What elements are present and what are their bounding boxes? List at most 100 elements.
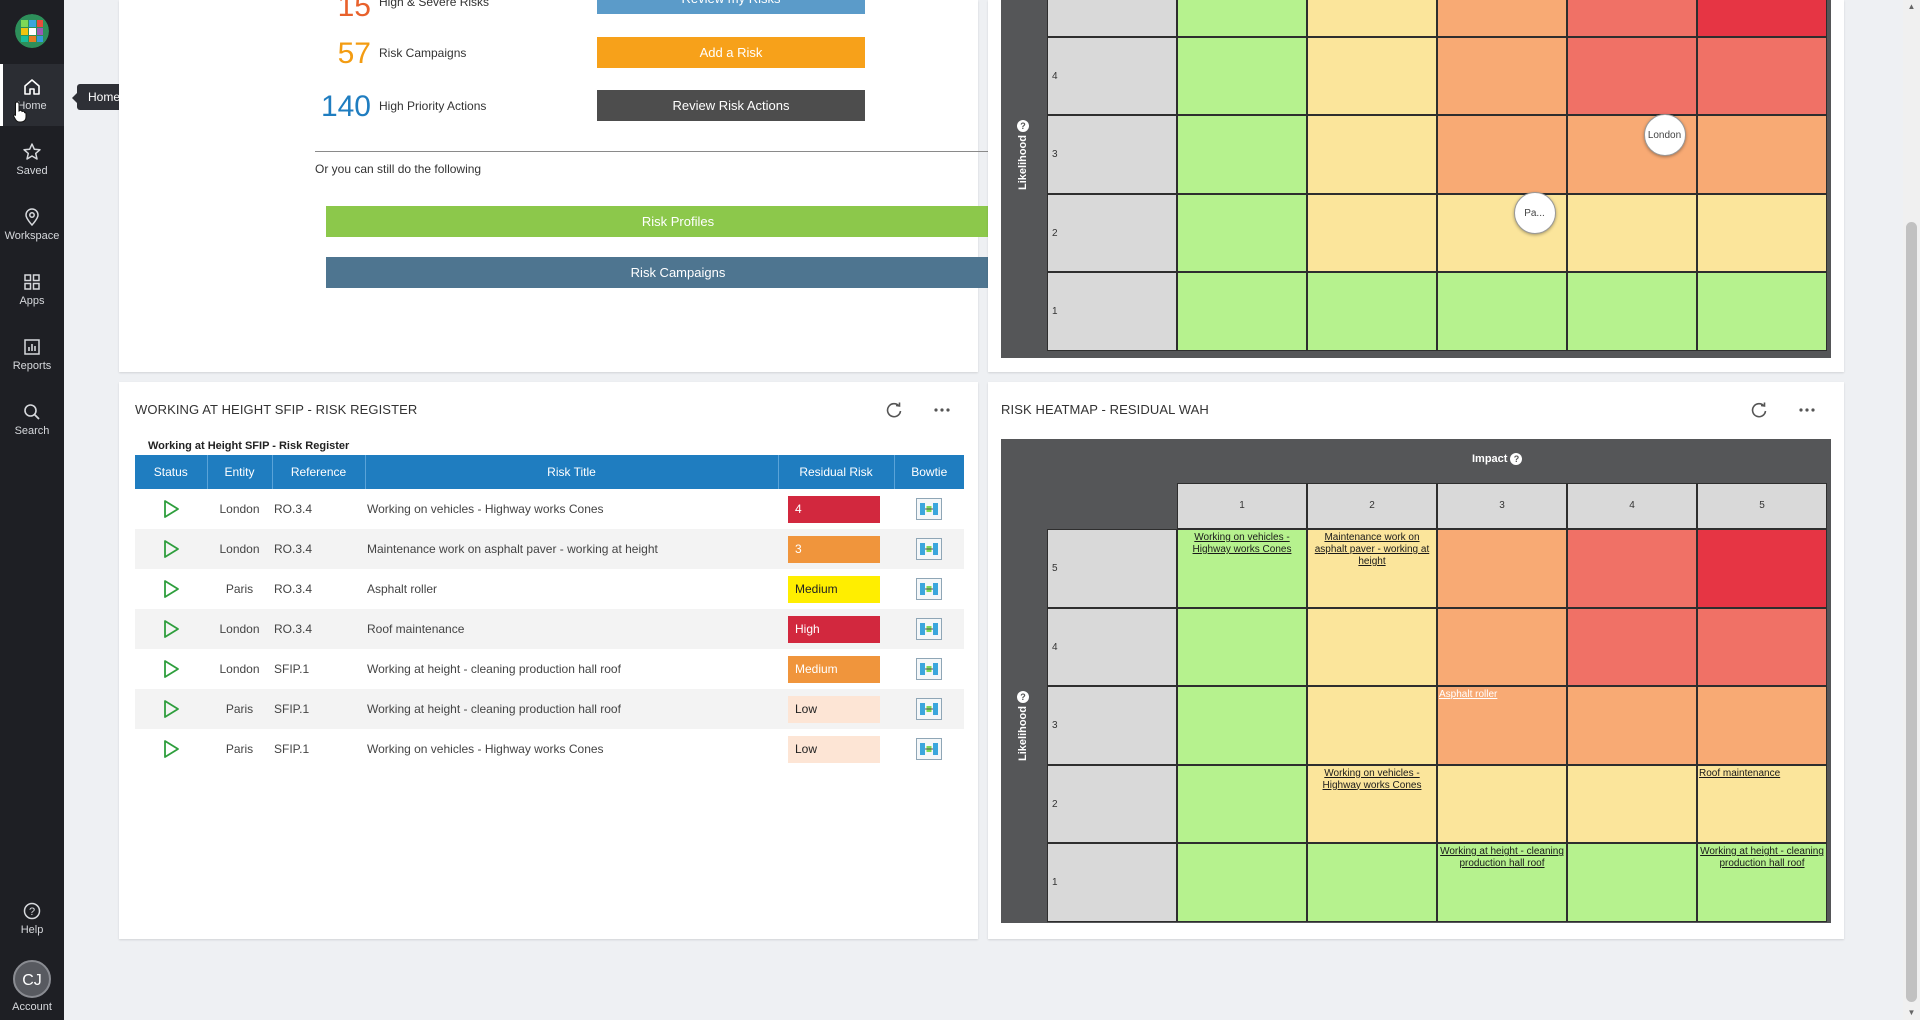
heatmap-cell[interactable] — [1177, 843, 1307, 922]
bowtie-icon[interactable] — [916, 578, 942, 600]
refresh-icon[interactable] — [1748, 399, 1770, 421]
heatmap-risk-link[interactable]: Working at height - cleaning production … — [1440, 846, 1564, 869]
table-row[interactable]: Paris RO.3.4 Asphalt roller Medium — [135, 569, 964, 609]
heatmap-cell[interactable] — [1697, 607, 1827, 686]
heatmap-risk-link[interactable]: Asphalt roller — [1439, 689, 1498, 700]
heatmap-cell[interactable] — [1307, 607, 1437, 686]
heatmap-cell[interactable] — [1177, 272, 1307, 351]
heatmap-cell[interactable] — [1307, 193, 1437, 272]
bowtie-icon[interactable] — [916, 498, 942, 520]
review-risk-actions-button[interactable]: Review Risk Actions — [597, 90, 865, 121]
heatmap-cell[interactable] — [1437, 686, 1567, 765]
heatmap-cell[interactable] — [1567, 272, 1697, 351]
scroll-up-arrow-icon[interactable]: ▲ — [1907, 2, 1916, 11]
col-status[interactable]: Status — [135, 455, 208, 489]
heatmap-cell[interactable] — [1437, 764, 1567, 843]
bowtie-cell[interactable] — [894, 529, 964, 569]
table-row[interactable]: Paris SFIP.1 Working on vehicles - Highway… — [135, 729, 964, 769]
bowtie-icon[interactable] — [916, 738, 942, 760]
heatmap-cell[interactable] — [1307, 36, 1437, 115]
heatmap-cell[interactable] — [1437, 0, 1567, 37]
heatmap-cell[interactable] — [1697, 36, 1827, 115]
table-row[interactable]: London SFIP.1 Working at height - cleaning… — [135, 649, 964, 689]
heatmap-cell[interactable] — [1697, 686, 1827, 765]
heatmap-cell[interactable] — [1567, 529, 1697, 608]
scroll-down-arrow-icon[interactable]: ▼ — [1907, 1008, 1916, 1017]
nav-help[interactable]: ? Help — [0, 888, 64, 950]
table-row[interactable]: Paris SFIP.1 Working at height - cleaning … — [135, 689, 964, 729]
play-icon[interactable] — [161, 539, 181, 559]
heatmap-bubble[interactable]: London — [1643, 113, 1686, 156]
scrollbar-thumb[interactable] — [1906, 222, 1917, 1002]
risk-title-cell[interactable]: Working at height - cleaning production … — [367, 662, 621, 676]
risk-title-cell[interactable]: Maintenance work on asphalt paver - work… — [365, 529, 778, 569]
heatmap-cell[interactable] — [1177, 764, 1307, 843]
status-cell[interactable] — [135, 609, 207, 649]
heatmap-cell[interactable] — [1567, 686, 1697, 765]
heatmap-risk-link[interactable]: Working on vehicles - Highway works Cone… — [1322, 767, 1422, 791]
col-residual-risk[interactable]: Residual Risk — [778, 455, 895, 489]
heatmap-cell[interactable] — [1437, 272, 1567, 351]
info-icon[interactable]: ? — [1017, 120, 1030, 133]
heatmap-cell[interactable] — [1437, 843, 1567, 922]
bowtie-cell[interactable] — [894, 489, 964, 529]
review-my-risks-button[interactable]: Review my Risks — [597, 0, 865, 14]
heatmap-cell[interactable] — [1697, 193, 1827, 272]
heatmap-cell[interactable] — [1177, 0, 1307, 37]
play-icon[interactable] — [161, 499, 181, 519]
risk-title-cell[interactable]: Working at height - cleaning production … — [365, 689, 778, 729]
heatmap-cell[interactable] — [1177, 193, 1307, 272]
heatmap-cell[interactable] — [1567, 764, 1697, 843]
play-icon[interactable] — [161, 739, 181, 759]
status-cell[interactable] — [135, 529, 207, 569]
heatmap-cell[interactable] — [1567, 607, 1697, 686]
heatmap-cell[interactable] — [1307, 843, 1437, 922]
heatmap-cell[interactable] — [1437, 115, 1567, 194]
heatmap-cell[interactable] — [1697, 115, 1827, 194]
col-risk-title[interactable]: Risk Title — [365, 455, 779, 489]
bowtie-cell[interactable] — [894, 569, 964, 609]
add-a-risk-button[interactable]: Add a Risk — [597, 37, 865, 68]
heatmap-cell[interactable] — [1437, 607, 1567, 686]
risk-title-cell[interactable]: Asphalt roller — [367, 582, 438, 596]
nav-search[interactable]: Search — [0, 389, 64, 451]
heatmap-cell[interactable] — [1567, 36, 1697, 115]
status-cell[interactable] — [135, 689, 207, 729]
avatar[interactable]: CJ — [13, 960, 51, 998]
heatmap-cell[interactable] — [1307, 686, 1437, 765]
col-entity[interactable]: Entity — [207, 455, 273, 489]
play-icon[interactable] — [161, 579, 181, 599]
heatmap-risk-link[interactable]: Roof maintenance — [1699, 767, 1781, 779]
heatmap-cell[interactable] — [1177, 36, 1307, 115]
heatmap-cell[interactable] — [1307, 0, 1437, 37]
risk-title-cell[interactable]: Roof maintenance — [365, 609, 778, 649]
bowtie-cell[interactable] — [894, 649, 964, 689]
app-logo[interactable] — [15, 14, 49, 48]
more-options-icon[interactable] — [1796, 399, 1818, 421]
bowtie-icon[interactable] — [916, 658, 942, 680]
heatmap-cell[interactable] — [1177, 529, 1307, 608]
play-icon[interactable] — [161, 659, 181, 679]
bowtie-icon[interactable] — [916, 698, 942, 720]
heatmap-bubble[interactable]: Pa... — [1513, 192, 1556, 235]
heatmap-risk-link[interactable]: Working at height - cleaning production … — [1700, 846, 1824, 869]
heatmap-cell[interactable] — [1697, 0, 1827, 37]
nav-home[interactable]: Home — [0, 64, 64, 126]
heatmap-cell[interactable] — [1307, 115, 1437, 194]
nav-apps[interactable]: Apps — [0, 259, 64, 321]
play-icon[interactable] — [161, 699, 181, 719]
heatmap-cell[interactable] — [1307, 529, 1437, 608]
info-icon[interactable]: ? — [1017, 691, 1030, 704]
bowtie-cell[interactable] — [894, 609, 964, 649]
heatmap-cell[interactable] — [1567, 193, 1697, 272]
nav-saved[interactable]: Saved — [0, 129, 64, 191]
refresh-icon[interactable] — [883, 399, 905, 421]
heatmap-risk-link[interactable]: Maintenance work on asphalt paver - work… — [1314, 532, 1430, 567]
risk-title-cell[interactable]: Working on vehicles - Highway works Cone… — [367, 502, 604, 516]
heatmap-cell[interactable] — [1177, 607, 1307, 686]
info-icon[interactable]: ? — [1510, 453, 1523, 466]
bowtie-icon[interactable] — [916, 538, 942, 560]
bowtie-icon[interactable] — [916, 618, 942, 640]
col-bowtie[interactable]: Bowtie — [894, 455, 964, 489]
heatmap-cell[interactable] — [1697, 529, 1827, 608]
